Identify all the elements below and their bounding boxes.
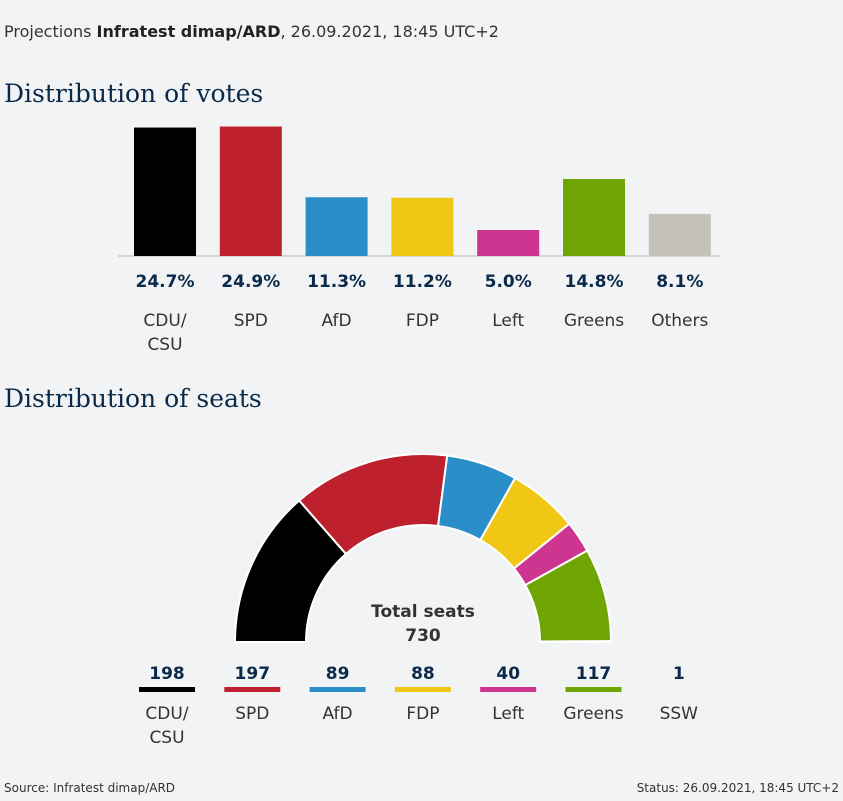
projection-header: Projections Infratest dimap/ARD, 26.09.2… bbox=[4, 22, 499, 41]
seat-value-spd: 197 bbox=[235, 664, 271, 684]
vote-bar-greens[interactable] bbox=[563, 179, 625, 256]
total-seats-value: 730 bbox=[405, 626, 441, 646]
vote-label-afd: AfD bbox=[322, 311, 352, 331]
seat-label-cdu-csu-line-2: CSU bbox=[149, 728, 184, 748]
seat-swatch-left bbox=[480, 687, 537, 692]
vote-value-cdu-csu: 24.7% bbox=[136, 272, 195, 292]
vote-bar-others[interactable] bbox=[648, 213, 711, 256]
vote-label-greens: Greens bbox=[564, 311, 624, 331]
header-suffix: , 26.09.2021, 18:45 UTC+2 bbox=[280, 22, 499, 41]
footer-status: Status: 26.09.2021, 18:45 UTC+2 bbox=[636, 781, 839, 795]
seat-value-ssw: 1 bbox=[673, 664, 685, 684]
seat-label-afd: AfD bbox=[323, 704, 353, 724]
total-seats-label: Total seats bbox=[371, 602, 475, 622]
seat-value-fdp: 88 bbox=[411, 664, 435, 684]
vote-label-spd: SPD bbox=[234, 311, 268, 331]
vote-bar-afd[interactable] bbox=[305, 197, 368, 256]
seat-label-greens: Greens bbox=[563, 704, 623, 724]
vote-value-left: 5.0% bbox=[485, 272, 532, 292]
seat-label-ssw: SSW bbox=[660, 704, 699, 724]
seat-value-afd: 89 bbox=[326, 664, 350, 684]
vote-value-spd: 24.9% bbox=[221, 272, 280, 292]
vote-bar-spd[interactable] bbox=[219, 126, 282, 257]
seat-label-spd: SPD bbox=[235, 704, 269, 724]
votes-title: Distribution of votes bbox=[4, 79, 264, 108]
vote-label-left: Left bbox=[492, 311, 524, 331]
seat-swatch-spd bbox=[224, 687, 281, 692]
vote-value-fdp: 11.2% bbox=[393, 272, 452, 292]
vote-bar-left[interactable] bbox=[477, 230, 540, 256]
seat-segment-ssw[interactable] bbox=[538, 640, 613, 643]
seat-label-fdp: FDP bbox=[406, 704, 439, 724]
seat-label-cdu-csu-line-1: CDU/ bbox=[145, 704, 188, 724]
seat-swatch-greens bbox=[565, 687, 622, 692]
seat-swatch-afd bbox=[309, 687, 366, 692]
seat-label-left: Left bbox=[492, 704, 524, 724]
header-source: Infratest dimap/ARD bbox=[96, 22, 281, 41]
seat-swatch-fdp bbox=[394, 687, 451, 692]
vote-value-greens: 14.8% bbox=[565, 272, 624, 292]
vote-value-others: 8.1% bbox=[656, 272, 703, 292]
footer-source: Source: Infratest dimap/ARD bbox=[4, 781, 176, 795]
vote-bar-fdp[interactable] bbox=[391, 197, 454, 256]
seat-value-left: 40 bbox=[496, 664, 520, 684]
seat-value-greens: 117 bbox=[576, 664, 612, 684]
seat-value-cdu-csu: 198 bbox=[149, 664, 185, 684]
vote-label-cdu-csu-line-2: CSU bbox=[147, 335, 182, 355]
seat-swatch-cdu-csu bbox=[139, 687, 195, 692]
header-prefix: Projections bbox=[4, 22, 92, 41]
vote-bar-cdu-csu[interactable] bbox=[134, 127, 196, 256]
seats-title: Distribution of seats bbox=[4, 384, 262, 413]
votes-bar-chart: 24.7% CDU/CSU 24.9% SPD 11.3% AfD 11.2% FDP 5.0%… bbox=[118, 126, 721, 355]
vote-value-afd: 11.3% bbox=[307, 272, 366, 292]
vote-label-fdp: FDP bbox=[406, 311, 439, 331]
vote-label-cdu-csu-line-1: CDU/ bbox=[143, 311, 186, 331]
vote-label-others: Others bbox=[651, 311, 708, 331]
